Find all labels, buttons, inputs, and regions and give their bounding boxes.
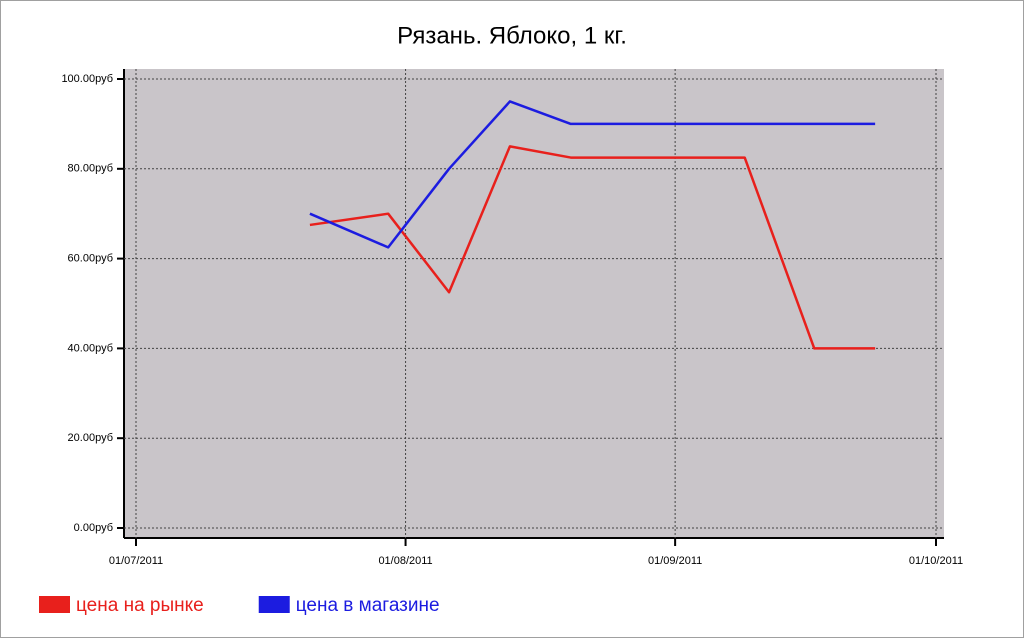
legend-swatch: [258, 596, 290, 613]
legend-label: цена на рынке: [76, 595, 204, 616]
plot-area: [124, 69, 944, 538]
y-tick-label: 60.00руб: [68, 253, 113, 265]
y-tick-label: 80.00руб: [68, 163, 113, 175]
y-tick-label: 0.00руб: [74, 522, 113, 534]
x-tick-label: 01/08/2011: [378, 555, 432, 567]
y-tick-label: 40.00руб: [68, 342, 113, 354]
y-tick-label: 20.00руб: [68, 432, 113, 444]
series-line: [309, 100, 876, 249]
y-tick-label: 100.00руб: [61, 73, 113, 85]
x-tick-label: 01/09/2011: [648, 555, 702, 567]
chart-title: Рязань. Яблоко, 1 кг.: [397, 22, 627, 49]
x-tick-label: 01/10/2011: [909, 555, 963, 567]
legend-label: цена в магазине: [296, 595, 440, 616]
x-tick-label: 01/07/2011: [109, 555, 163, 567]
legend-swatch: [39, 596, 70, 613]
series-line: [309, 145, 876, 350]
